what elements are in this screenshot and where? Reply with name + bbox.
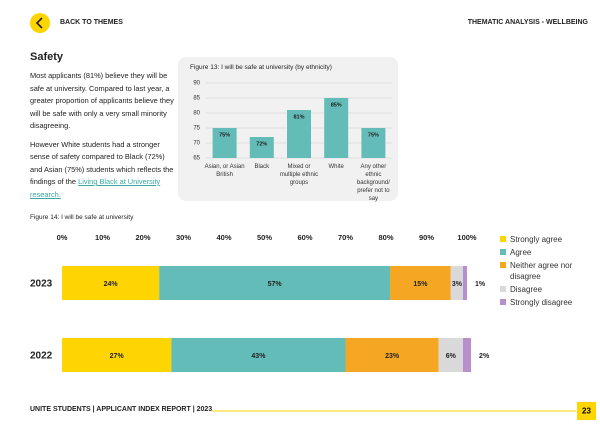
bar-segment [171, 338, 346, 372]
data-label: 72% [256, 141, 267, 147]
paragraph-text: However White students had a stronger se… [30, 139, 174, 187]
bar-segment [450, 266, 463, 300]
heading: Safety [30, 51, 64, 63]
bar [287, 110, 311, 158]
legend-label: Neither agree nor disagree [510, 260, 573, 281]
bar [361, 128, 386, 158]
data-label: 85% [331, 102, 342, 108]
back-arrow [35, 17, 43, 29]
data-label: 6% [446, 353, 457, 360]
data-label: 24% [104, 281, 119, 288]
data-label: 75% [219, 132, 230, 138]
x-tick-label: 30% [176, 233, 191, 242]
data-label: 3% [452, 281, 463, 288]
legend-swatch [500, 236, 506, 242]
research-link[interactable]: Living Black at University research. [30, 177, 161, 199]
figure-title: Figure 13: I will be safe at university … [190, 64, 332, 71]
legend-label: Strongly disagree [510, 297, 573, 307]
x-tick-label: Asian, or Asian British [204, 164, 245, 178]
data-label: 2% [479, 353, 490, 360]
data-label: 27% [110, 353, 125, 360]
legend-label: Agree [510, 247, 532, 257]
legend-swatch [500, 262, 506, 268]
legend-swatch [500, 249, 506, 255]
x-tick-label: 0% [57, 233, 68, 242]
section-title: THEMATIC ANALYSIS - WELLBEING [467, 19, 588, 26]
bar [212, 128, 237, 158]
back-link[interactable]: BACK TO THEMES [60, 19, 123, 26]
footer-text: UNITE STUDENTS | APPLICANT INDEX REPORT … [30, 406, 213, 413]
x-tick-label: 20% [135, 233, 150, 242]
bar-segment [345, 338, 439, 372]
y-tick-label: 65 [193, 156, 200, 162]
x-tick-label: 40% [216, 233, 231, 242]
y-tick-label: 75 [193, 126, 200, 132]
body-text: Most applicants (81%) believe they will … [30, 70, 175, 207]
bar-segment [62, 266, 160, 300]
bar-segment [462, 266, 467, 300]
page-badge [577, 402, 596, 420]
bar-segment [438, 338, 463, 372]
legend-label: Strongly agree [510, 234, 563, 244]
x-tick-label: 10% [95, 233, 110, 242]
back-button[interactable] [30, 13, 50, 33]
x-tick-label: 50% [257, 233, 272, 242]
y-tick-label: 85 [193, 96, 200, 102]
bar [324, 98, 349, 158]
x-tick-label: 80% [378, 233, 393, 242]
x-tick-label: Any other ethnic background/ prefer not … [356, 164, 390, 202]
paragraph: However White students had a stronger se… [30, 139, 175, 202]
x-tick-label: White [328, 164, 344, 170]
page-number: 23 [582, 407, 591, 416]
data-label: 1% [475, 281, 486, 288]
bar-segment [62, 338, 172, 372]
legend-swatch [500, 286, 506, 292]
x-tick-label: 90% [419, 233, 434, 242]
data-label: 75% [368, 132, 379, 138]
y-tick-label: 2022 [30, 351, 53, 362]
x-tick-label: 60% [297, 233, 312, 242]
bar-segment [462, 338, 472, 372]
data-label: 43% [251, 353, 266, 360]
y-tick-label: 2023 [30, 279, 53, 290]
x-tick-label: 70% [338, 233, 353, 242]
data-label: 81% [293, 114, 304, 120]
bar-segment [159, 266, 391, 300]
legend-label: Disagree [510, 284, 543, 294]
y-tick-label: 80 [193, 111, 200, 117]
x-tick-label: Black [254, 164, 270, 170]
bar-segment [390, 266, 451, 300]
bar [249, 137, 274, 158]
y-tick-label: 90 [193, 81, 200, 87]
y-tick-label: 70 [193, 141, 200, 147]
data-label: 57% [268, 281, 283, 288]
data-label: 15% [413, 281, 428, 288]
x-tick-label: Mixed or multiple ethnic groups [279, 164, 319, 186]
legend-swatch [500, 299, 506, 305]
paragraph: Most applicants (81%) believe they will … [30, 71, 174, 130]
x-tick-label: 100% [457, 233, 477, 242]
data-label: 23% [385, 353, 400, 360]
figure-title: Figure 14: I will be safe at university [30, 214, 134, 221]
